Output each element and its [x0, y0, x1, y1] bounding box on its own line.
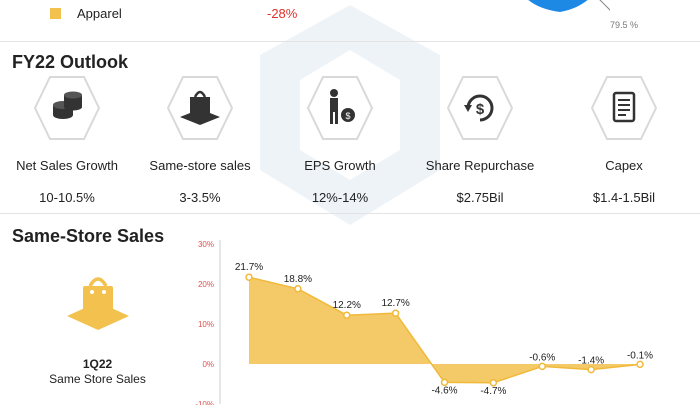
outlook-card-same-store: Same-store sales 3-3.5% — [135, 75, 265, 205]
y-tick-label: 20% — [198, 280, 214, 289]
data-label: -4.6% — [431, 385, 457, 396]
data-label: -1.4% — [578, 356, 604, 367]
shopping-bag-icon — [166, 76, 234, 140]
y-tick-label: 10% — [198, 320, 214, 329]
svg-text:$: $ — [345, 111, 350, 121]
data-point — [391, 309, 400, 317]
data-point — [538, 362, 546, 371]
sss-title: Same-Store Sales — [12, 226, 165, 246]
y-tick-label: 30% — [198, 240, 214, 249]
data-point — [587, 365, 595, 374]
data-point — [440, 378, 449, 387]
data-point — [489, 379, 498, 387]
data-point — [294, 285, 302, 293]
sss-quarter: 1Q22 — [82, 357, 113, 371]
pie-label: 79.5 % — [610, 20, 639, 30]
y-tick-label: -10% — [195, 400, 214, 405]
sss-area-chart: 30% 20% 10% 0% -10% 21.7% 18.8% 12.2% 12.7% -4.6%… — [195, 240, 653, 405]
pie-chart-segment — [528, 0, 610, 12]
outlook-label: Share Repurchase — [425, 158, 535, 173]
sss-subtitle: Same Store Sales — [49, 372, 146, 386]
outlook-label: Net Sales Growth — [16, 158, 118, 173]
data-point — [636, 360, 644, 369]
area-fill — [249, 277, 640, 383]
outlook-value: 3-3.5% — [179, 190, 221, 205]
outlook-value: $2.75Bil — [456, 190, 504, 205]
shopping-bag-icon — [67, 277, 129, 330]
data-label: -0.1% — [627, 350, 653, 361]
outlook-label: Same-store sales — [149, 158, 251, 173]
divider — [0, 41, 700, 42]
outlook-card-capex: Capex $1.4-1.5Bil — [559, 75, 689, 205]
outlook-card-repurchase: $ Share Repurchase $2.75Bil — [415, 75, 545, 205]
outlook-title: FY22 Outlook — [12, 52, 129, 72]
data-label: -4.7% — [480, 386, 506, 397]
data-label: 12.7% — [381, 298, 409, 309]
outlook-value: 12%-14% — [311, 190, 369, 205]
data-label: -0.6% — [529, 352, 555, 363]
dollar-repeat-icon: $ — [446, 76, 514, 140]
divider — [0, 213, 700, 214]
coins-icon — [33, 76, 101, 140]
legend-swatch — [50, 8, 61, 19]
svg-text:$: $ — [476, 101, 485, 118]
y-tick-label: 0% — [202, 360, 214, 369]
outlook-value: $1.4-1.5Bil — [592, 190, 656, 205]
data-label: 18.8% — [284, 274, 312, 285]
data-label: 21.7% — [235, 262, 263, 273]
outlook-label: Capex — [605, 158, 643, 173]
data-point — [245, 273, 253, 281]
outlook-label: EPS Growth — [304, 158, 376, 173]
legend-item-apparel: Apparel — [50, 6, 122, 21]
data-label: 12.2% — [333, 300, 361, 311]
legend-label: Apparel — [77, 6, 122, 21]
outlook-card-eps: $ EPS Growth 12%-14% — [275, 75, 405, 205]
outlook-value: 10-10.5% — [39, 190, 95, 205]
data-point — [343, 311, 351, 319]
document-icon — [590, 76, 658, 140]
person-money-icon: $ — [306, 76, 374, 140]
legend-change-value: -28% — [267, 6, 298, 21]
outlook-card-net-sales: Net Sales Growth 10-10.5% — [2, 75, 132, 205]
outlook-grid: Net Sales Growth 10-10.5% Same-store sal… — [0, 75, 700, 205]
